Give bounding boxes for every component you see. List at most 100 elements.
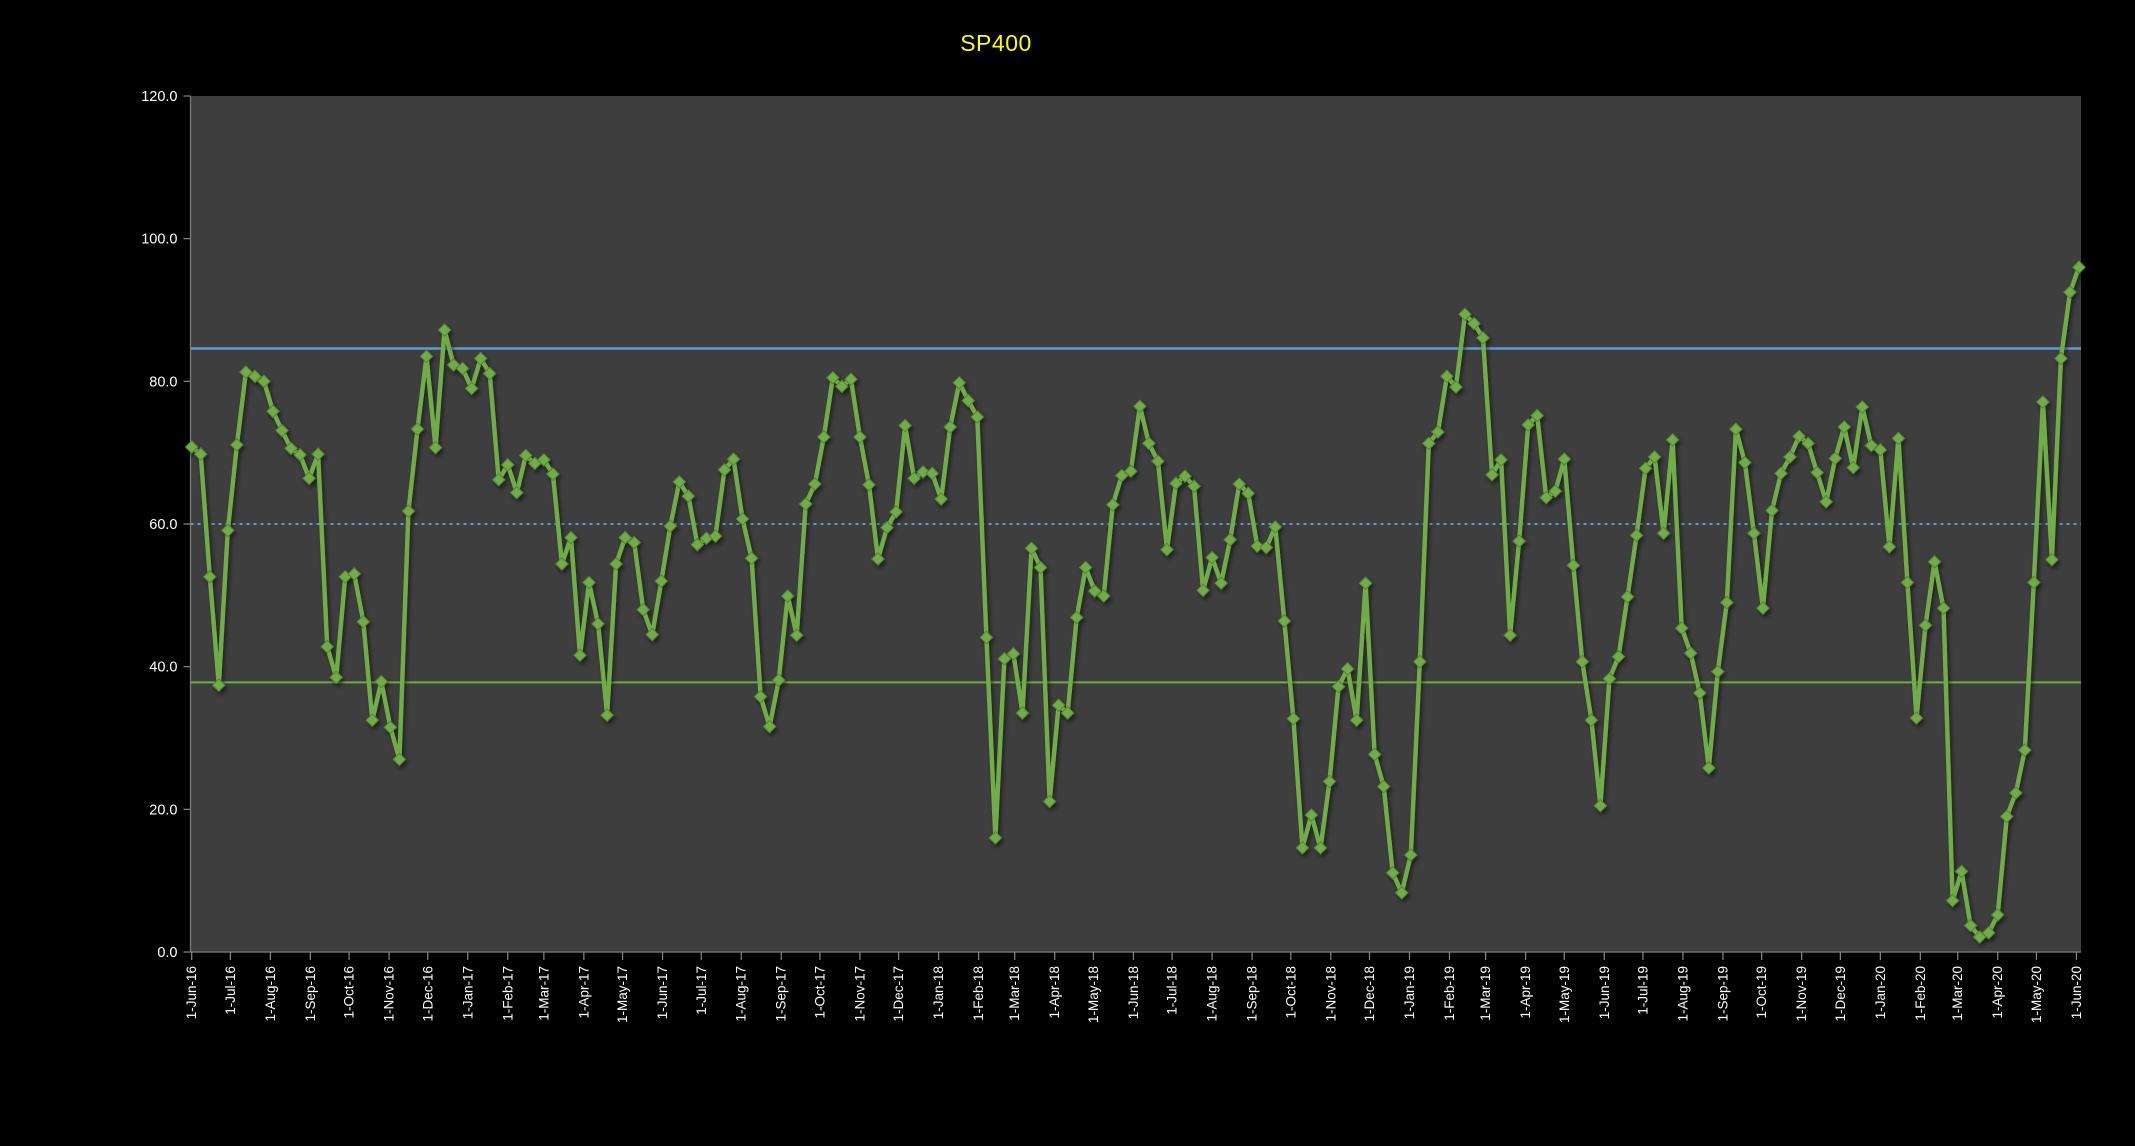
data-point-marker bbox=[2045, 552, 2059, 567]
data-point-marker bbox=[1151, 454, 1165, 469]
data-point-marker bbox=[1277, 614, 1292, 628]
data-point-marker bbox=[1196, 583, 1210, 598]
data-point-marker bbox=[798, 497, 813, 511]
data-point-marker bbox=[645, 627, 660, 642]
data-point-marker bbox=[1792, 429, 1806, 444]
data-point-marker bbox=[1367, 747, 1382, 762]
x-tick-label: 1-Aug-17 bbox=[734, 966, 749, 1022]
data-point-marker bbox=[618, 530, 633, 545]
y-tick-label: 120.0 bbox=[141, 89, 177, 105]
data-point-marker bbox=[401, 504, 416, 519]
x-tick-label: 1-Feb-17 bbox=[500, 966, 515, 1021]
data-point-marker bbox=[1503, 628, 1518, 643]
data-point-marker bbox=[293, 447, 307, 462]
data-point-marker bbox=[184, 440, 199, 454]
data-point-marker bbox=[2054, 351, 2068, 366]
x-tick-label: 1-Mar-20 bbox=[1950, 966, 1965, 1021]
data-point-marker bbox=[997, 651, 1012, 666]
data-point-marker bbox=[1584, 713, 1599, 728]
data-point-marker bbox=[419, 349, 434, 364]
data-point-marker bbox=[1819, 494, 1834, 509]
x-tick-label: 1-Mar-18 bbox=[1007, 966, 1022, 1021]
x-tick-label: 1-Sep-17 bbox=[774, 966, 789, 1022]
x-tick-label: 1-May-18 bbox=[1086, 966, 1101, 1023]
data-point-marker bbox=[302, 471, 316, 486]
data-point-marker bbox=[1918, 618, 1933, 633]
data-point-marker bbox=[356, 614, 371, 629]
data-point-marker bbox=[1756, 601, 1770, 616]
data-point-marker bbox=[1647, 450, 1662, 464]
data-point-marker bbox=[925, 466, 940, 481]
data-point-marker bbox=[2026, 575, 2041, 590]
data-point-marker bbox=[1882, 539, 1897, 554]
data-point-marker bbox=[1945, 893, 1960, 908]
data-point-marker bbox=[636, 602, 651, 617]
data-point-marker bbox=[1476, 330, 1490, 345]
data-point-marker bbox=[1241, 486, 1256, 501]
x-tick-label: 1-Dec-16 bbox=[420, 966, 435, 1022]
data-point-marker bbox=[482, 366, 497, 381]
data-point-marker bbox=[600, 708, 614, 723]
x-tick-label: 1-Feb-20 bbox=[1913, 966, 1928, 1021]
data-point-marker bbox=[1602, 671, 1617, 686]
data-point-marker bbox=[1810, 465, 1825, 480]
data-point-marker bbox=[1954, 864, 1969, 879]
data-point-marker bbox=[1259, 540, 1274, 555]
data-point-marker bbox=[1557, 452, 1572, 466]
x-tick-label: 1-Sep-19 bbox=[1715, 966, 1730, 1022]
data-point-marker bbox=[889, 504, 903, 519]
data-point-marker bbox=[609, 557, 624, 571]
data-point-marker bbox=[1728, 422, 1743, 437]
data-point-marker bbox=[979, 630, 994, 645]
data-point-marker bbox=[1421, 436, 1436, 451]
data-point-marker bbox=[1963, 918, 1978, 933]
data-point-marker bbox=[1909, 711, 1924, 725]
data-point-marker bbox=[898, 418, 912, 433]
data-point-marker bbox=[383, 720, 398, 735]
data-point-marker bbox=[1060, 706, 1075, 720]
data-point-marker bbox=[1629, 528, 1644, 543]
x-tick-label: 1-Dec-19 bbox=[1833, 966, 1848, 1022]
data-point-marker bbox=[672, 475, 687, 489]
data-point-marker bbox=[2008, 786, 2023, 800]
x-tick-label: 1-Jan-18 bbox=[931, 966, 946, 1019]
data-point-marker bbox=[1548, 484, 1563, 499]
data-point-marker bbox=[1801, 436, 1816, 451]
x-tick-label: 1-Jun-16 bbox=[184, 966, 199, 1019]
data-point-marker bbox=[744, 551, 759, 566]
data-point-marker bbox=[437, 323, 452, 337]
data-point-marker bbox=[1566, 558, 1581, 573]
data-point-marker bbox=[1972, 930, 1987, 944]
x-tick-label: 1-Jun-17 bbox=[655, 966, 670, 1019]
x-tick-label: 1-May-17 bbox=[615, 966, 630, 1023]
data-point-marker bbox=[1864, 438, 1879, 453]
data-point-marker bbox=[2017, 743, 2032, 758]
data-point-marker bbox=[1512, 534, 1527, 549]
data-point-marker bbox=[1313, 840, 1328, 855]
data-point-marker bbox=[284, 441, 298, 456]
data-point-marker bbox=[1141, 436, 1156, 451]
y-tick-label: 0.0 bbox=[157, 945, 177, 961]
data-point-marker bbox=[780, 589, 795, 603]
data-point-marker bbox=[1467, 316, 1481, 331]
x-tick-label: 1-Feb-19 bbox=[1442, 966, 1457, 1021]
data-point-marker bbox=[1846, 460, 1861, 475]
data-point-marker bbox=[1132, 399, 1147, 414]
data-point-marker bbox=[564, 530, 578, 545]
data-point-marker bbox=[1593, 798, 1608, 813]
data-point-marker bbox=[1783, 450, 1797, 464]
series-sp400 bbox=[184, 260, 2086, 944]
chart-title: SP400 bbox=[960, 30, 1032, 56]
data-point-marker bbox=[1376, 779, 1391, 794]
data-point-marker bbox=[1214, 576, 1229, 591]
data-point-marker bbox=[202, 569, 217, 584]
x-tick-label: 1-Nov-17 bbox=[852, 966, 867, 1022]
data-point-marker bbox=[1774, 466, 1788, 481]
data-point-marker bbox=[1006, 646, 1021, 661]
data-point-marker bbox=[1873, 442, 1888, 457]
data-point-marker bbox=[1232, 477, 1247, 491]
data-point-marker bbox=[229, 437, 244, 452]
data-point-marker bbox=[681, 489, 696, 504]
x-tick-label: 1-Jun-20 bbox=[2069, 966, 2084, 1019]
